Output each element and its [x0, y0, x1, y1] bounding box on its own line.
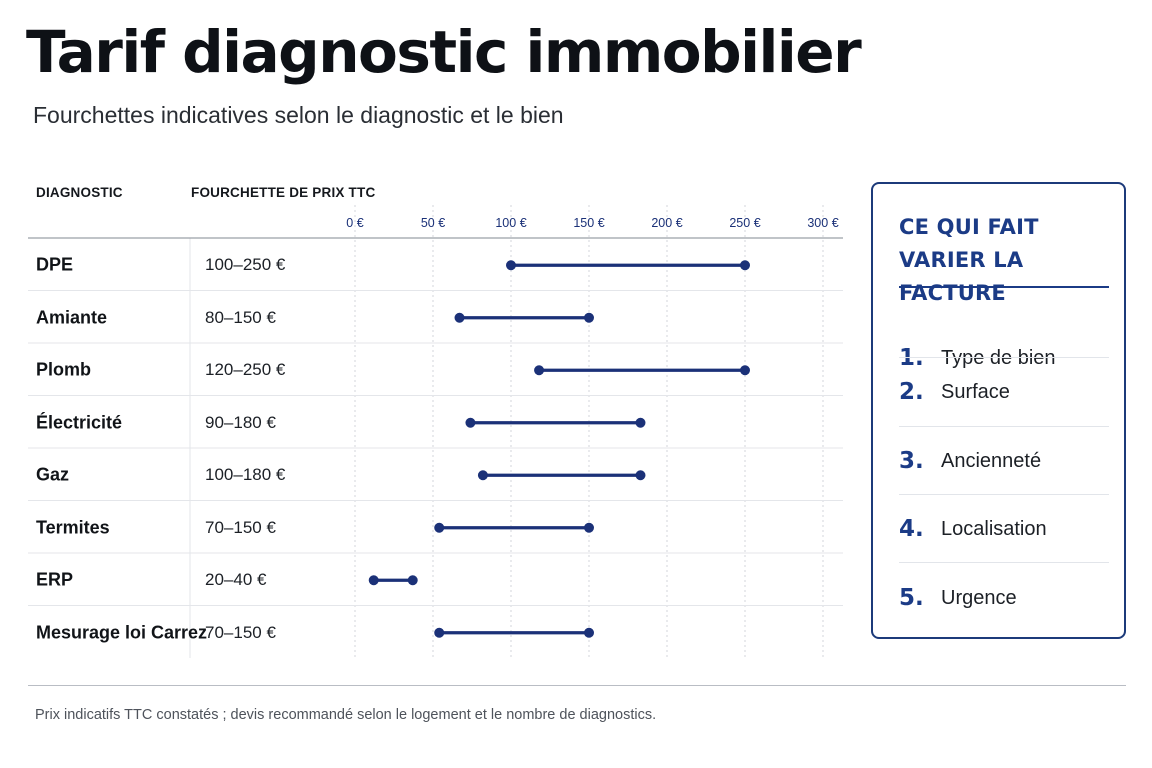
x-tick-label: 0 € — [346, 216, 363, 230]
x-tick-label: 300 € — [807, 216, 838, 230]
factor-divider — [899, 562, 1109, 563]
price-range-label: 70–150 € — [205, 622, 276, 642]
range-max-dot — [407, 575, 418, 586]
price-range-label: 20–40 € — [205, 570, 267, 590]
price-range-chart: 0 € 50 € 100 € 150 € 200 € 250 € 300 € — [28, 205, 843, 658]
column-header-price-range: FOURCHETTE DE PRIX TTC — [191, 185, 376, 200]
x-tick-label: 250 € — [729, 216, 760, 230]
diagnostic-label: Mesurage loi Carrez — [36, 622, 208, 643]
range-max-dot — [635, 417, 646, 428]
factor-number: 4. — [899, 516, 924, 542]
diagnostic-label: Plomb — [36, 359, 92, 380]
diagnostic-label: Électricité — [36, 412, 123, 433]
factor-label: Urgence — [941, 586, 1017, 609]
page-subtitle: Fourchettes indicatives selon le diagnos… — [33, 102, 564, 128]
price-range-label: 90–180 € — [205, 412, 276, 432]
price-range-label: 80–150 € — [205, 307, 276, 327]
factor-number: 3. — [899, 448, 924, 474]
price-range-label: 100–250 € — [205, 255, 286, 275]
factor-label: Surface — [941, 380, 1010, 403]
factor-item: 4. Localisation — [899, 495, 1109, 563]
column-header-diagnostic: DIAGNOSTIC — [36, 185, 123, 200]
x-tick-label: 200 € — [651, 216, 682, 230]
factor-divider — [899, 494, 1109, 495]
factors-panel: CE QUI FAIT VARIER LA FACTURE 1. Type de… — [871, 182, 1126, 639]
factor-number: 2. — [899, 379, 924, 405]
range-min-dot — [434, 522, 445, 533]
range-min-dot — [534, 365, 545, 376]
factor-item: 5. Urgence — [899, 564, 1109, 632]
factor-item: 2. Surface — [899, 358, 1109, 426]
range-min-dot — [454, 312, 465, 323]
range-max-dot — [635, 470, 646, 481]
price-range-label: 120–250 € — [205, 360, 286, 380]
factor-number: 1. — [899, 345, 924, 371]
factor-item: 3. Ancienneté — [899, 427, 1109, 495]
factor-label: Ancienneté — [941, 449, 1042, 472]
range-min-dot — [506, 260, 516, 271]
x-tick-label: 100 € — [495, 216, 526, 230]
diagnostic-label: DPE — [36, 254, 74, 275]
range-max-dot — [740, 365, 750, 376]
diagnostic-label: Gaz — [36, 464, 70, 485]
price-range-label: 100–180 € — [205, 465, 286, 485]
factor-divider — [899, 426, 1109, 427]
price-range-label: 70–150 € — [205, 517, 276, 537]
x-tick-label: 50 € — [421, 216, 445, 230]
range-max-dot — [584, 312, 594, 323]
factors-panel-title: CE QUI FAIT VARIER LA FACTURE — [899, 215, 1039, 305]
x-tick-label: 150 € — [573, 216, 604, 230]
diagnostic-label: ERP — [36, 569, 74, 590]
factor-label: Localisation — [941, 517, 1047, 540]
range-min-dot — [465, 417, 476, 428]
range-min-dot — [477, 470, 488, 481]
factor-divider — [899, 357, 1109, 358]
footer-note: Prix indicatifs TTC constatés ; devis re… — [35, 707, 657, 723]
footer-divider — [28, 685, 1126, 686]
range-max-dot — [740, 260, 750, 271]
range-min-dot — [368, 575, 379, 586]
diagnostic-label: Termites — [36, 517, 110, 538]
range-max-dot — [584, 627, 594, 638]
factor-number: 5. — [899, 585, 924, 611]
range-max-dot — [584, 522, 594, 533]
factors-panel-divider — [899, 286, 1109, 288]
diagnostic-label: Amiante — [36, 307, 108, 328]
page-title: Tarif diagnostic immobilier — [26, 18, 862, 86]
range-min-dot — [434, 627, 445, 638]
